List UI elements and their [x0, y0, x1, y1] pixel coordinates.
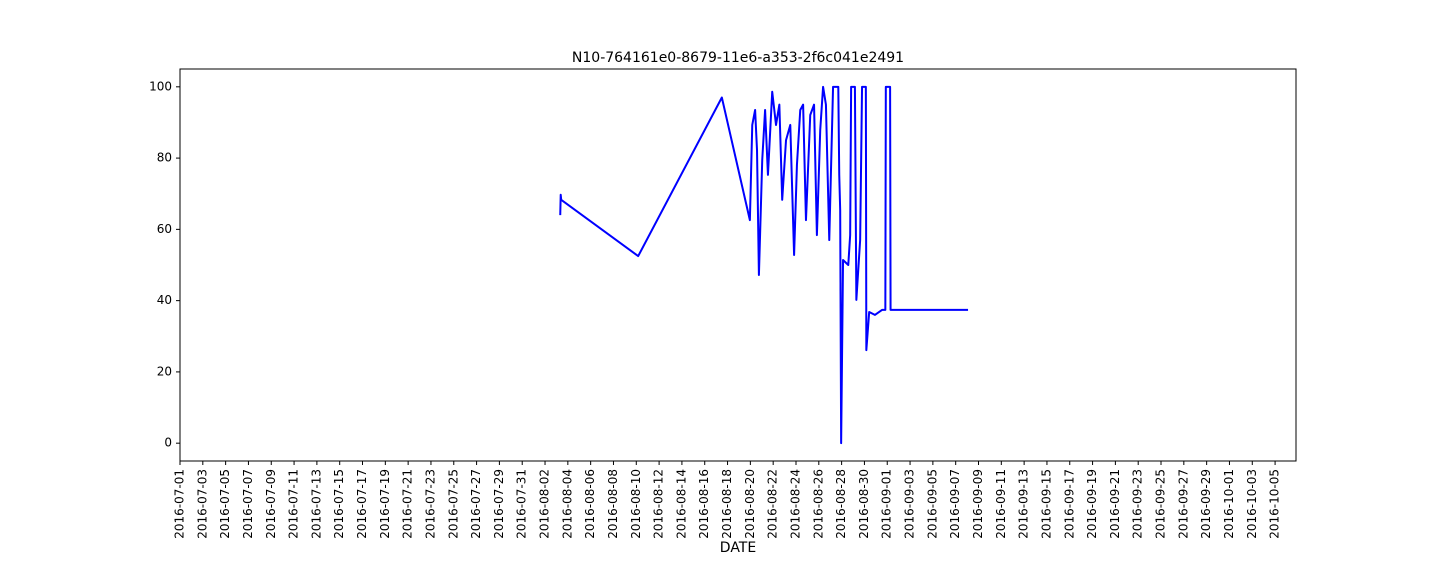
x-tick-label: 2016-07-03 [195, 469, 209, 539]
x-tick-label: 2016-09-11 [994, 469, 1008, 539]
x-tick-label: 2016-07-11 [287, 469, 301, 539]
x-tick-label: 2016-08-26 [811, 469, 825, 539]
x-tick-label: 2016-09-19 [1085, 469, 1099, 539]
x-tick-label: 2016-09-01 [880, 469, 894, 539]
y-tick-label: 60 [157, 222, 172, 236]
x-tick-label: 2016-09-13 [1017, 469, 1031, 539]
x-tick-label: 2016-10-03 [1245, 469, 1259, 539]
x-tick-label: 2016-08-06 [583, 469, 597, 539]
x-tick-label: 2016-07-19 [378, 469, 392, 539]
x-tick-label: 2016-07-17 [355, 469, 369, 539]
x-tick-label: 2016-08-18 [720, 469, 734, 539]
x-tick-label: 2016-08-10 [629, 469, 643, 539]
y-tick-label: 80 [157, 151, 172, 165]
y-tick-label: 40 [157, 293, 172, 307]
x-tick-label: 2016-07-05 [218, 469, 232, 539]
x-tick-label: 2016-09-03 [903, 469, 917, 539]
x-tick-label: 2016-10-05 [1268, 469, 1282, 539]
x-tick-label: 2016-09-25 [1154, 469, 1168, 539]
x-tick-label: 2016-08-28 [834, 469, 848, 539]
x-tick-label: 2016-09-09 [971, 469, 985, 539]
x-tick-label: 2016-09-29 [1199, 469, 1213, 539]
x-tick-label: 2016-08-30 [857, 469, 871, 539]
x-tick-label: 2016-07-13 [309, 469, 323, 539]
x-tick-label: 2016-08-24 [788, 469, 802, 539]
x-tick-label: 2016-09-27 [1176, 469, 1190, 539]
x-tick-label: 2016-09-05 [925, 469, 939, 539]
x-tick-label: 2016-07-25 [446, 469, 460, 539]
x-tick-label: 2016-07-23 [423, 469, 437, 539]
x-tick-label: 2016-07-15 [332, 469, 346, 539]
x-tick-label: 2016-09-15 [1039, 469, 1053, 539]
y-tick-label: 100 [149, 79, 172, 93]
x-tick-label: 2016-08-14 [674, 469, 688, 539]
x-tick-label: 2016-07-31 [515, 469, 529, 539]
x-tick-label: 2016-08-04 [560, 469, 574, 539]
x-tick-label: 2016-07-09 [264, 469, 278, 539]
chart-title: N10-764161e0-8679-11e6-a353-2f6c041e2491 [572, 50, 904, 66]
x-tick-label: 2016-09-17 [1062, 469, 1076, 539]
x-tick-label: 2016-10-01 [1222, 469, 1236, 539]
x-tick-label: 2016-09-21 [1108, 469, 1122, 539]
data-line [559, 85, 969, 445]
x-tick-label: 2016-08-12 [652, 469, 666, 539]
x-tick-label: 2016-07-01 [173, 469, 187, 539]
y-tick-label: 0 [164, 436, 172, 450]
x-tick-label: 2016-07-29 [492, 469, 506, 539]
x-tick-label: 2016-09-23 [1131, 469, 1145, 539]
x-tick-label: 2016-07-27 [469, 469, 483, 539]
y-tick-label: 20 [157, 364, 172, 378]
x-tick-label: 2016-09-07 [948, 469, 962, 539]
plot-frame [179, 68, 1297, 462]
x-tick-label: 2016-08-16 [697, 469, 711, 539]
x-tick-label: 2016-07-21 [401, 469, 415, 539]
x-tick-label: 2016-08-20 [743, 469, 757, 539]
x-tick-label: 2016-08-22 [766, 469, 780, 539]
x-tick-label: 2016-08-08 [606, 469, 620, 539]
x-axis-label: DATE [720, 540, 756, 556]
x-tick-label: 2016-07-07 [241, 469, 255, 539]
x-tick-label: 2016-08-02 [538, 469, 552, 539]
